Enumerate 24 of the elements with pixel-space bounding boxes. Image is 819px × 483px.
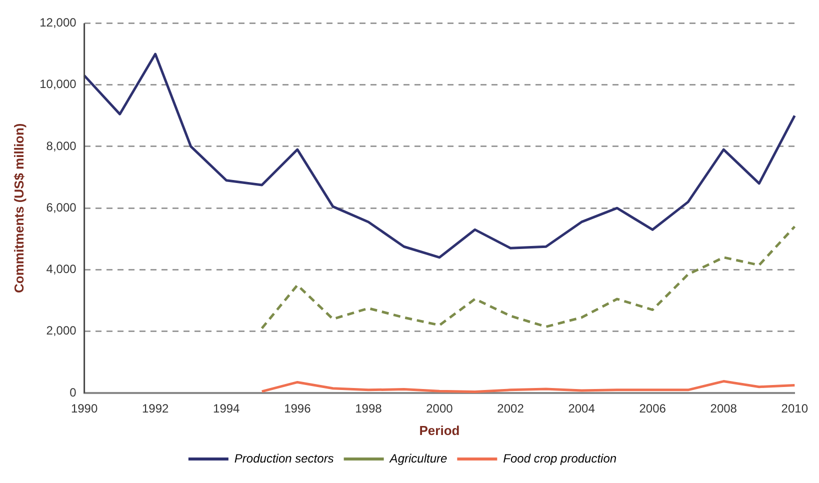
y-tick-label: 6,000 — [46, 200, 77, 214]
y-axis-title: Commitments (US$ million) — [11, 123, 26, 293]
y-tick-label: 4,000 — [46, 262, 77, 276]
x-tick-label: 2008 — [710, 402, 738, 416]
x-tick-label: 1996 — [284, 402, 312, 416]
x-tick-label: 2002 — [497, 402, 524, 416]
x-tick-label: 2004 — [568, 402, 596, 416]
x-tick-label: 1994 — [213, 402, 240, 416]
line-series — [260, 225, 796, 330]
y-tick-label: 12,000 — [40, 16, 77, 30]
y-tick-label: 0 — [70, 385, 77, 400]
x-tick-label: 2000 — [426, 402, 454, 416]
x-tick-label: 1998 — [355, 402, 382, 416]
legend-label: Production sectors — [234, 451, 334, 466]
y-tick-label: 8,000 — [46, 138, 77, 153]
legend-label: Agriculture — [388, 451, 448, 466]
x-tick-label: 1992 — [142, 402, 170, 416]
x-axis-title: Period — [419, 422, 460, 438]
x-tick-label: 2006 — [639, 402, 666, 416]
x-tick-label: 2010 — [781, 402, 808, 416]
y-tick-label: 10,000 — [40, 77, 77, 92]
y-tick-label: 2,000 — [46, 324, 77, 338]
legend-label: Food crop production — [503, 451, 617, 466]
x-tick-label: 1990 — [70, 402, 98, 416]
